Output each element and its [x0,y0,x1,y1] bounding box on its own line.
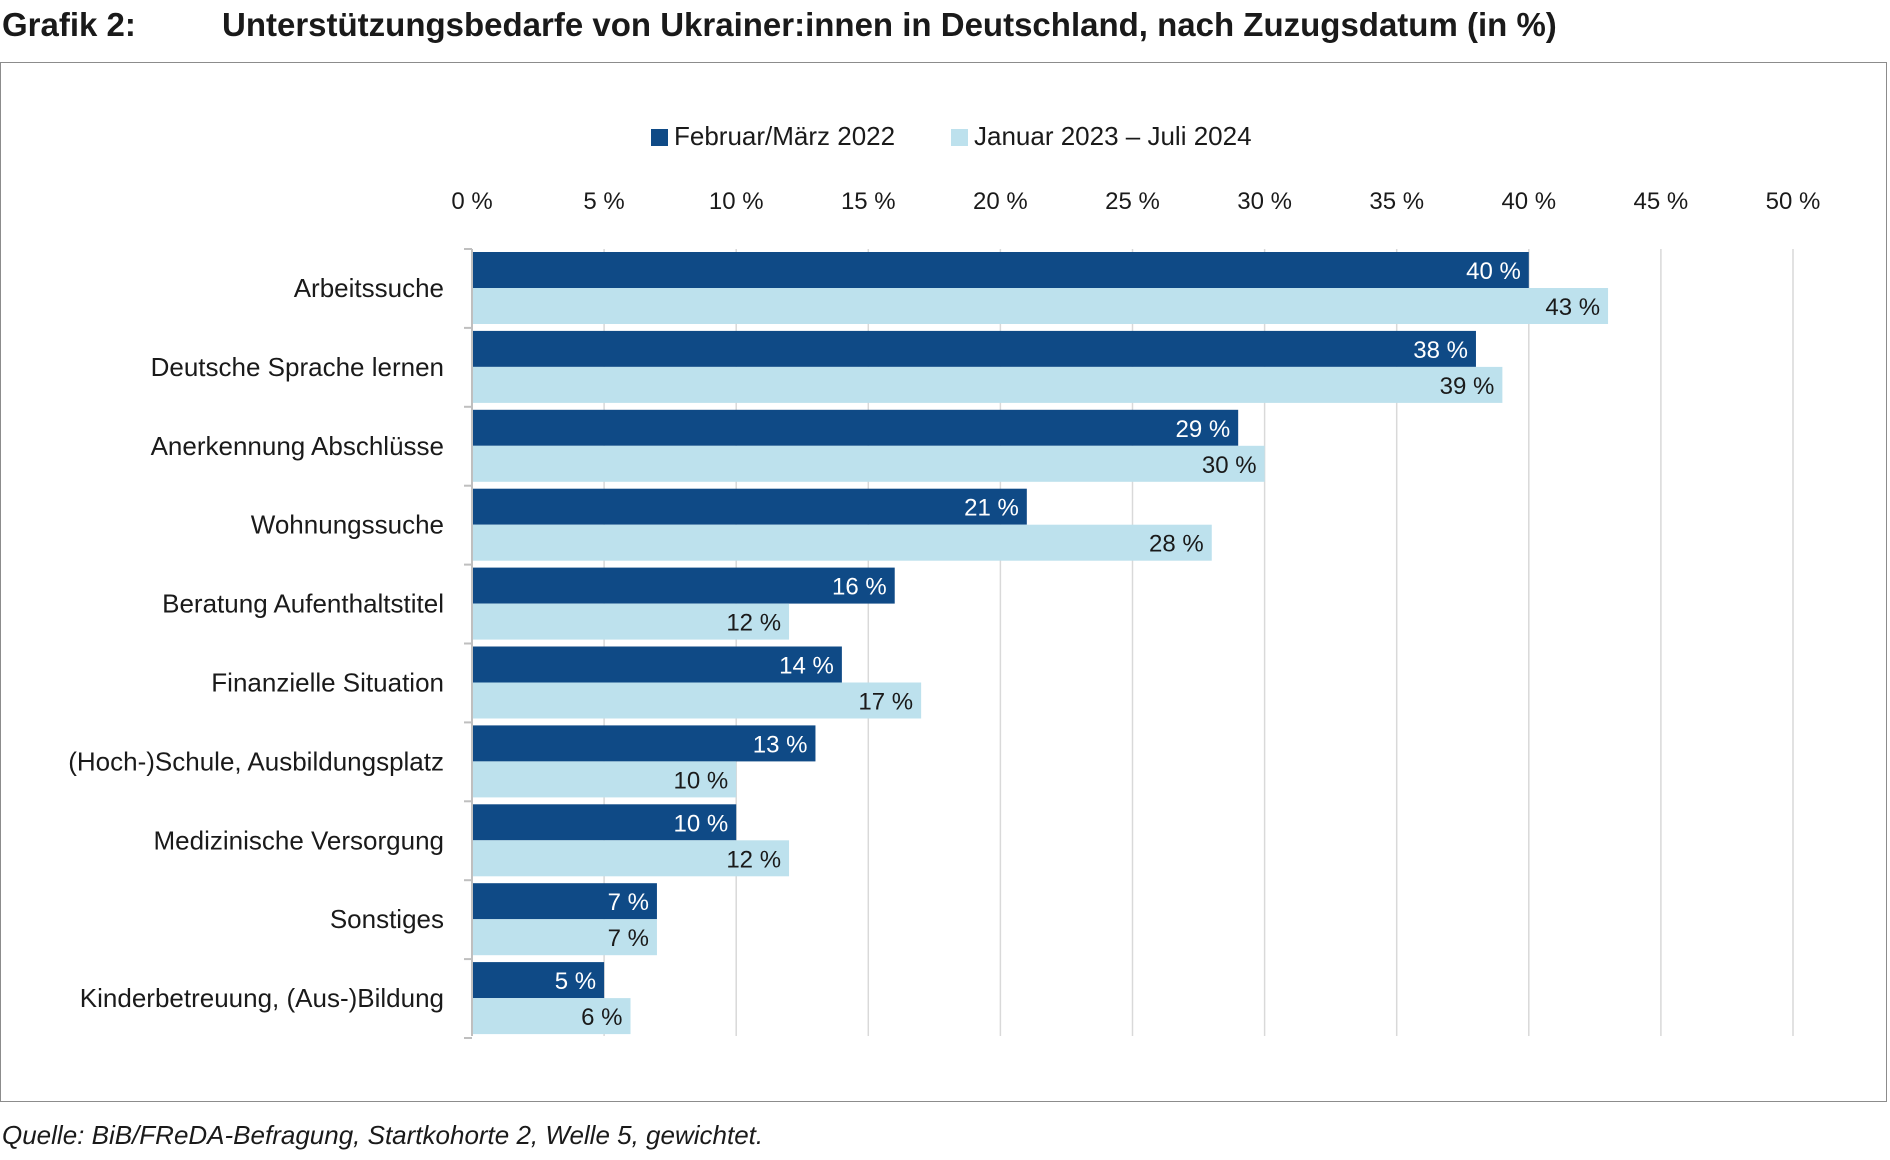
bar-series-2 [472,603,790,640]
x-tick-label: 15 % [841,188,896,215]
category-label: Arbeitssuche [294,273,444,303]
bars: 40 % 43 % 38 % 39 % 29 % 30 % 21 % 28 % 16 % 12 %… [472,252,1609,1035]
category-label: Kinderbetreuung, (Aus-)Bildung [80,983,444,1013]
category-labels: Arbeitssuche Deutsche Sprache lernen Anerk… [68,273,444,1013]
data-label: 12 % [726,846,781,873]
data-label: 38 % [1413,337,1468,364]
bar-series-2 [472,998,631,1035]
bar-chart: Februar/März 2022 Januar 2023 – Juli 2024… [68,121,1820,1039]
data-label: 7 % [608,925,649,952]
bar-series-2 [472,524,1212,561]
category-label: Medizinische Versorgung [154,825,445,855]
category-label: Deutsche Sprache lernen [151,352,444,382]
bar-series-1 [472,488,1027,525]
bar-series-2 [472,366,1503,403]
legend-swatch-1 [651,129,668,146]
data-label: 7 % [608,889,649,916]
bar-series-1 [472,409,1239,446]
data-label: 12 % [726,610,781,637]
y-axis [464,248,473,1039]
data-label: 28 % [1149,531,1204,558]
figure-header: Grafik 2: Unterstützungsbedarfe von Ukra… [0,6,1890,56]
bar-series-1 [472,804,737,841]
data-label: 6 % [581,1004,622,1031]
category-label: Wohnungssuche [251,510,444,540]
bar-series-2 [472,682,922,719]
x-tick-label: 40 % [1501,188,1556,215]
bar-series-2 [472,919,657,956]
data-label: 5 % [555,968,596,995]
x-axis-tick-labels: 0 % 5 % 10 % 15 % 20 % 25 % 30 % 35 % 40 % 45 % 50… [451,188,1820,215]
legend-label-1: Februar/März 2022 [674,121,895,151]
bar-series-1 [472,252,1529,288]
data-label: 40 % [1466,258,1521,285]
x-tick-label: 20 % [973,188,1028,215]
data-label: 10 % [673,810,728,837]
bar-series-1 [472,962,605,999]
data-label: 14 % [779,653,834,680]
bar-series-1 [472,646,842,683]
x-tick-label: 0 % [451,188,492,215]
data-label: 21 % [964,495,1019,522]
data-label: 30 % [1202,452,1257,479]
bar-series-1 [472,883,657,920]
x-tick-label: 25 % [1105,188,1160,215]
bar-series-1 [472,725,816,762]
data-label: 39 % [1440,373,1495,400]
category-label: Finanzielle Situation [211,668,444,698]
bar-series-1 [472,567,895,604]
legend-swatch-2 [951,129,968,146]
data-label: 10 % [673,767,728,794]
category-label: Beratung Aufenthaltstitel [162,589,444,619]
data-label: 13 % [753,731,808,758]
source-note: Quelle: BiB/FReDA-Befragung, Startkohort… [2,1120,764,1150]
x-tick-label: 50 % [1766,188,1821,215]
legend: Februar/März 2022 Januar 2023 – Juli 2024 [651,121,1252,151]
bar-series-2 [472,840,790,877]
bar-series-2 [472,761,737,798]
bar-series-2 [472,445,1265,482]
x-tick-label: 10 % [709,188,764,215]
x-tick-label: 30 % [1237,188,1292,215]
chart-frame: Februar/März 2022 Januar 2023 – Juli 2024… [0,62,1887,1102]
bar-series-1 [472,330,1476,367]
chart-title: Unterstützungsbedarfe von Ukrainer:innen… [222,6,1557,43]
category-label: Anerkennung Abschlüsse [151,431,444,461]
bar-series-2 [472,288,1609,324]
x-tick-label: 35 % [1369,188,1424,215]
category-label: (Hoch-)Schule, Ausbildungsplatz [68,746,444,776]
figure-number: Grafik 2: [2,6,136,43]
data-label: 43 % [1545,294,1600,321]
x-tick-label: 5 % [583,188,624,215]
data-label: 16 % [832,574,887,601]
data-label: 29 % [1175,416,1230,443]
data-label: 17 % [858,689,913,716]
x-tick-label: 45 % [1634,188,1689,215]
legend-label-2: Januar 2023 – Juli 2024 [974,121,1252,151]
category-label: Sonstiges [330,904,444,934]
